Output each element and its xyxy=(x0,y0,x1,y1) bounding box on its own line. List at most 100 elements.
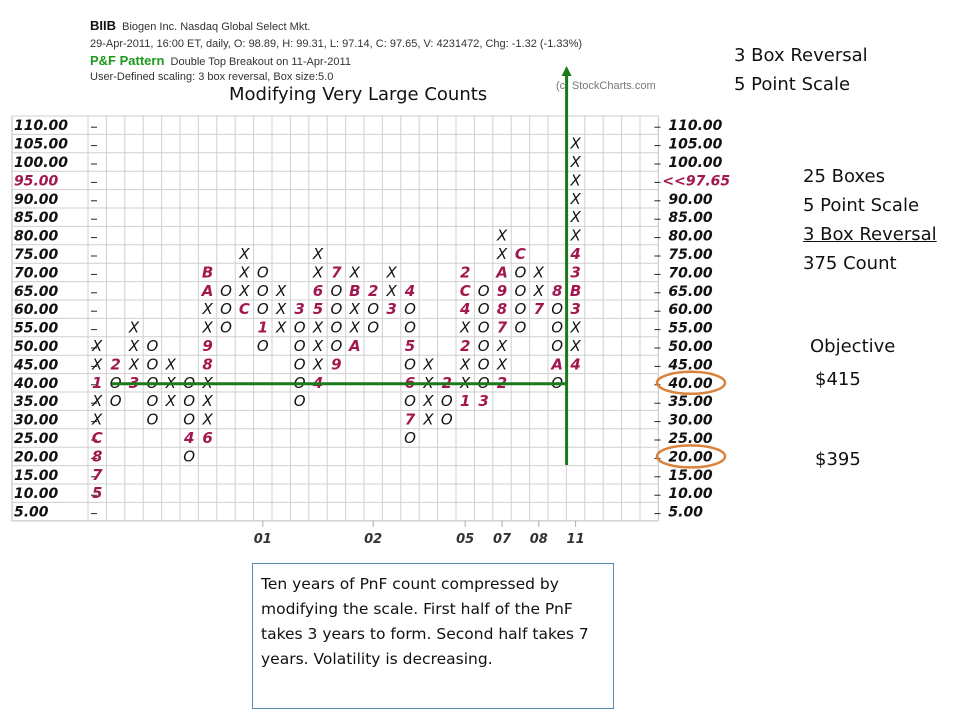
o-box: O xyxy=(330,319,342,337)
y-tick-label-left: 45.00 xyxy=(13,357,59,373)
pattern-label: P&F Pattern xyxy=(90,53,165,68)
o-box: O xyxy=(220,319,232,337)
x-box: X xyxy=(422,355,434,373)
y-tick-label-right: 110.00 xyxy=(668,118,722,134)
note-line: 3 Box Reversal xyxy=(734,45,868,66)
y-tick-label-right: 85.00 xyxy=(668,210,713,226)
y-tick-label-left: 55.00 xyxy=(14,321,59,337)
x-axis-label: 02 xyxy=(364,532,382,547)
x-box: X xyxy=(201,392,213,410)
o-box: O xyxy=(404,392,416,410)
month-marker: 7 xyxy=(92,466,103,484)
x-box: X xyxy=(275,282,287,300)
slide-title: Modifying Very Large Counts xyxy=(229,84,488,105)
objective-label: Objective xyxy=(810,336,896,357)
month-marker: 6 xyxy=(313,282,323,300)
month-marker: 2 xyxy=(460,263,470,281)
x-box: X xyxy=(275,300,287,318)
o-box: O xyxy=(551,319,563,337)
month-marker: B xyxy=(349,282,360,300)
y-tick-label-right: 100.00 xyxy=(668,155,722,171)
o-box: O xyxy=(478,355,490,373)
x-box: X xyxy=(569,171,581,189)
month-marker: 2 xyxy=(460,337,470,355)
watermark: (c) StockCharts.com xyxy=(556,80,656,92)
y-tick-label-right: 30.00 xyxy=(668,413,713,429)
month-marker: 5 xyxy=(405,337,415,355)
y-tick-label-right: 70.00 xyxy=(668,265,713,281)
month-marker: 8 xyxy=(202,355,212,373)
o-box: O xyxy=(220,282,232,300)
note-line: 5 Point Scale xyxy=(803,195,920,216)
o-box: O xyxy=(551,337,563,355)
o-box: O xyxy=(146,337,158,355)
o-box: O xyxy=(183,411,195,429)
o-box: O xyxy=(330,282,342,300)
o-box: O xyxy=(183,447,195,465)
x-axis-label: 07 xyxy=(493,532,512,547)
month-marker: 4 xyxy=(459,300,470,318)
y-tick-label-left: 90.00 xyxy=(14,192,59,208)
y-tick-label-right: <<97.65 xyxy=(662,173,730,189)
x-box: X xyxy=(459,355,471,373)
y-tick-label-left: 100.00 xyxy=(14,155,68,171)
y-tick-label-right: 35.00 xyxy=(668,394,713,410)
y-tick-label-right: 25.00 xyxy=(668,431,713,447)
symbol: BIIB xyxy=(90,18,116,33)
x-axis-label: 11 xyxy=(567,532,585,547)
month-marker: 5 xyxy=(313,300,323,318)
y-tick-label-right: 15.00 xyxy=(668,468,713,484)
month-marker: A xyxy=(550,355,563,373)
x-box: X xyxy=(496,337,508,355)
y-tick-label-left: 95.00 xyxy=(14,173,59,189)
x-box: X xyxy=(275,319,287,337)
o-box: O xyxy=(478,300,490,318)
o-box: O xyxy=(257,337,269,355)
x-box: X xyxy=(349,263,361,281)
quote-line: 29-Apr-2011, 16:00 ET, daily, O: 98.89, … xyxy=(90,38,583,50)
o-box: O xyxy=(330,300,342,318)
y-tick-label-left: 5.00 xyxy=(14,505,49,521)
x-box: X xyxy=(496,355,508,373)
x-box: X xyxy=(312,319,324,337)
x-box: X xyxy=(569,319,581,337)
month-marker: 3 xyxy=(478,392,488,410)
x-box: X xyxy=(569,153,581,171)
x-box: X xyxy=(165,392,177,410)
o-box: O xyxy=(183,392,195,410)
x-box: X xyxy=(569,135,581,153)
o-box: O xyxy=(404,355,416,373)
month-marker: 9 xyxy=(331,355,341,373)
o-box: O xyxy=(551,300,563,318)
pattern-text: Double Top Breakout on 11-Apr-2011 xyxy=(170,56,351,68)
o-box: O xyxy=(441,392,453,410)
o-box: O xyxy=(146,411,158,429)
month-marker: 7 xyxy=(497,319,508,337)
month-marker: 1 xyxy=(460,392,470,410)
month-marker: C xyxy=(515,245,526,263)
o-box: O xyxy=(404,300,416,318)
x-box: X xyxy=(91,337,103,355)
month-marker: 3 xyxy=(570,300,580,318)
y-tick-label-left: 35.00 xyxy=(14,394,59,410)
y-tick-label-left: 60.00 xyxy=(14,302,59,318)
y-tick-label-left: 10.00 xyxy=(14,486,59,502)
callout-box: Ten years of PnF count compressed by mod… xyxy=(252,563,614,709)
y-tick-label-right: 90.00 xyxy=(668,192,713,208)
x-box: X xyxy=(238,263,250,281)
month-marker: 7 xyxy=(405,411,416,429)
x-box: X xyxy=(238,282,250,300)
x-box: X xyxy=(533,263,545,281)
o-box: O xyxy=(294,355,306,373)
month-marker: 6 xyxy=(202,429,212,447)
y-tick-label-left: 40.00 xyxy=(13,376,59,392)
y-tick-label-left: 85.00 xyxy=(14,210,59,226)
note-line: 5 Point Scale xyxy=(734,74,851,95)
o-box: O xyxy=(257,263,269,281)
note-line: 375 Count xyxy=(803,253,897,274)
month-marker: 2 xyxy=(110,355,120,373)
o-box: O xyxy=(404,429,416,447)
highlight-ellipse xyxy=(655,370,727,396)
x-box: X xyxy=(422,392,434,410)
objective-415: $415 xyxy=(815,369,861,390)
